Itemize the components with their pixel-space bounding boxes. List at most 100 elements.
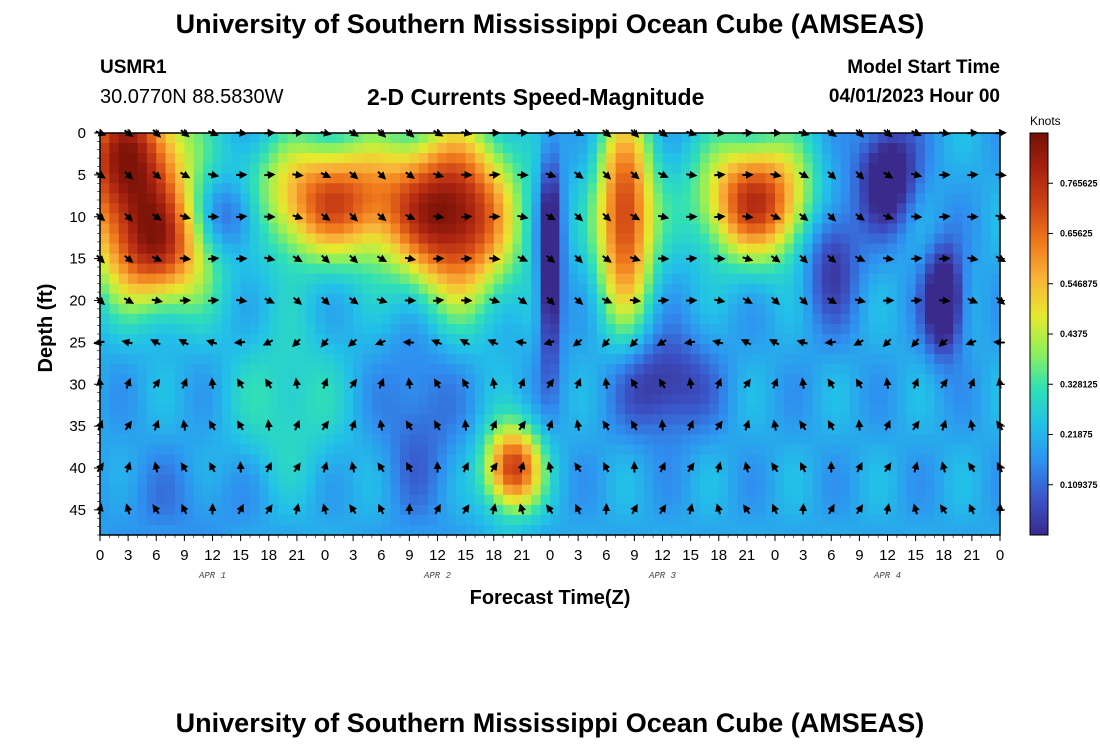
heat-cell [887, 153, 898, 164]
heat-cell [503, 374, 514, 385]
heat-cell [962, 213, 973, 225]
heat-cell [409, 223, 420, 235]
heat-cell [981, 514, 992, 526]
heat-cell [231, 484, 242, 496]
heat-cell [896, 434, 907, 446]
heat-cell [493, 354, 504, 365]
heat-cell [296, 223, 307, 235]
heat-cell [737, 464, 748, 476]
heat-cell [521, 434, 532, 446]
heat-cell [296, 484, 307, 496]
current-arrow [630, 420, 639, 431]
heat-cell [634, 364, 645, 375]
heat-cell [475, 484, 485, 496]
heat-cell [606, 193, 617, 204]
current-arrow [629, 296, 642, 305]
heat-cell [203, 283, 214, 295]
heat-cell [400, 434, 410, 446]
heat-cell [221, 504, 232, 516]
heat-cell [756, 344, 767, 355]
heat-cell [278, 424, 289, 436]
heat-cell [184, 424, 195, 436]
heat-cell [784, 384, 795, 395]
heat-cell [456, 524, 467, 535]
heat-cell [990, 293, 1000, 305]
heat-cell [175, 133, 185, 144]
heat-cell [118, 404, 129, 415]
heat-cell [475, 334, 485, 345]
heat-cell [400, 464, 410, 476]
heat-cell [409, 494, 420, 506]
heat-cell [100, 163, 110, 174]
heat-cell [334, 404, 345, 415]
current-arrow [461, 419, 470, 431]
heat-cell [550, 344, 560, 355]
heat-cell [156, 484, 167, 496]
heat-cell [165, 243, 176, 255]
heat-cell [821, 243, 832, 255]
heat-cell [296, 133, 307, 144]
heat-cell [634, 283, 645, 295]
heat-cell [362, 243, 373, 255]
heat-cell [803, 394, 814, 405]
heat-cell [493, 193, 504, 204]
heat-cell [971, 434, 982, 446]
heat-cell [587, 364, 598, 375]
heat-cell [990, 223, 1000, 235]
heat-cell [962, 354, 973, 365]
heat-cell [184, 233, 195, 245]
heat-cell [193, 163, 204, 174]
heat-cell [878, 524, 889, 535]
heat-cell [503, 213, 514, 225]
heat-cell [700, 213, 710, 225]
heat-cell [756, 414, 767, 426]
heat-cell [231, 394, 242, 405]
current-arrow [237, 420, 245, 431]
heat-cell [259, 183, 270, 194]
heat-cell [718, 283, 729, 295]
heat-cell [390, 233, 401, 245]
current-arrow [658, 419, 667, 431]
heat-cell [259, 233, 270, 245]
heat-cell [943, 354, 954, 365]
heat-cell [915, 524, 926, 535]
heat-cell [812, 464, 823, 476]
heat-cell [381, 404, 392, 415]
heat-cell [268, 263, 279, 275]
heat-cell [568, 193, 579, 204]
heat-cell [868, 374, 879, 385]
heat-cell [775, 133, 785, 144]
heat-cell [953, 404, 964, 415]
heat-cell [756, 444, 767, 456]
heat-cell [578, 454, 589, 466]
heat-cell [896, 323, 907, 335]
heat-cell [503, 163, 514, 174]
heat-cell [371, 344, 382, 355]
heat-cell [971, 233, 982, 245]
heat-cell [971, 384, 982, 395]
heat-cell [578, 374, 589, 385]
heat-cell [428, 273, 439, 285]
heat-cell [906, 454, 917, 466]
heat-cell [381, 434, 392, 446]
heat-cell [362, 273, 373, 285]
heat-cell [718, 263, 729, 275]
heat-cell [287, 344, 298, 355]
heat-cell [156, 313, 167, 325]
heat-cell [268, 153, 279, 164]
chart-title: University of Southern Mississippi Ocean… [175, 9, 925, 39]
current-arrow [967, 296, 979, 304]
heat-cell [718, 334, 729, 345]
heat-cell [568, 504, 579, 516]
heat-cell [503, 364, 514, 375]
heat-cell [381, 313, 392, 325]
heat-cell [184, 313, 195, 325]
heat-cell [971, 464, 982, 476]
heat-cell [109, 293, 120, 305]
heat-cell [784, 394, 795, 405]
current-arrow [827, 254, 837, 264]
heat-cell [596, 494, 607, 506]
heat-cell [896, 313, 907, 325]
heat-cell [831, 293, 842, 305]
heat-cell [878, 364, 889, 375]
